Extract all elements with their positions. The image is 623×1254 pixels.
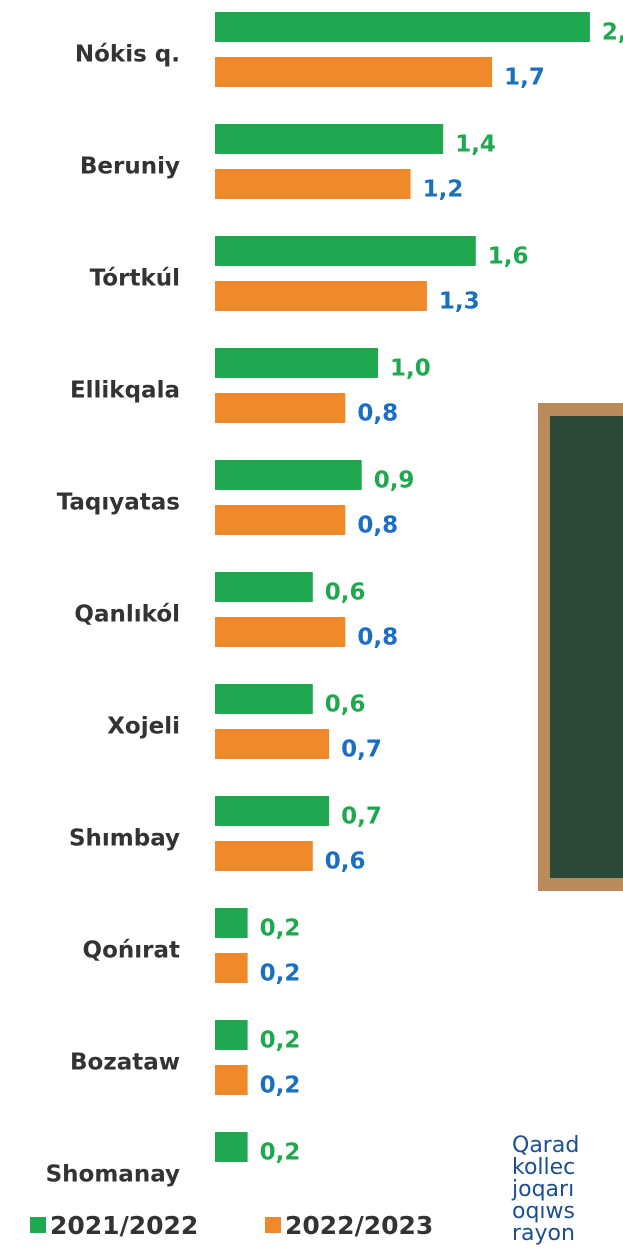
- bar: [215, 908, 248, 938]
- value-label: 1,0: [390, 356, 431, 382]
- bar: [215, 169, 411, 199]
- bar: [215, 348, 378, 378]
- bar: [215, 572, 313, 602]
- bar: [215, 460, 362, 490]
- value-label: 0,6: [325, 580, 366, 606]
- value-label: 0,2: [260, 961, 301, 987]
- value-label: 0,6: [325, 692, 366, 718]
- value-label: 0,7: [341, 804, 382, 830]
- value-label: 0,2: [260, 1140, 301, 1166]
- bar: [215, 281, 427, 311]
- bar: [215, 684, 313, 714]
- bar: [215, 57, 492, 87]
- legend-swatch: [265, 1217, 281, 1233]
- value-label: 0,2: [260, 1028, 301, 1054]
- bar: [215, 12, 590, 42]
- value-label: 1,3: [439, 289, 480, 315]
- legend-label: 2022/2023: [285, 1211, 433, 1240]
- value-label: 0,7: [341, 737, 382, 763]
- category-label: Tórtkúl: [90, 266, 180, 292]
- value-label: 0,8: [357, 625, 398, 651]
- side-text: rayon: [512, 1221, 575, 1246]
- value-label: 0,6: [325, 849, 366, 875]
- category-label: Xojeli: [107, 714, 180, 740]
- bar: [215, 1020, 248, 1050]
- value-label: 0,2: [260, 1073, 301, 1099]
- bar: [215, 841, 313, 871]
- bar: [215, 505, 345, 535]
- category-label: Qanlıkól: [74, 602, 180, 628]
- bar: [215, 236, 476, 266]
- legend-label: 2021/2022: [50, 1211, 198, 1240]
- value-label: 1,6: [488, 244, 529, 270]
- category-label: Beruniy: [80, 154, 180, 180]
- category-label: Shımbay: [69, 826, 180, 852]
- category-label: Shomanay: [46, 1162, 180, 1188]
- bar: [215, 729, 329, 759]
- chart: Nókis q. 2,3 1,7 Beruniy 1,4 1,2 Tórtkúl 1,6 1,3…: [0, 0, 623, 1254]
- category-label: Ellikqala: [70, 378, 180, 404]
- category-label: Taqıyatas: [57, 490, 180, 516]
- bar: [215, 617, 345, 647]
- value-label: 0,8: [357, 401, 398, 427]
- bar: [215, 124, 443, 154]
- value-label: 2,3: [602, 20, 623, 46]
- bar: [215, 1132, 248, 1162]
- value-label: 1,2: [423, 177, 464, 203]
- bar: [215, 796, 329, 826]
- category-label: Qońırat: [83, 938, 180, 964]
- value-label: 1,7: [504, 65, 545, 91]
- value-label: 1,4: [455, 132, 496, 158]
- chalkboard: [538, 403, 623, 891]
- category-label: Bozataw: [70, 1050, 180, 1076]
- bar: [215, 1065, 248, 1095]
- bar: [215, 393, 345, 423]
- value-label: 0,9: [374, 468, 415, 494]
- value-label: 0,8: [357, 513, 398, 539]
- legend-swatch: [30, 1217, 46, 1233]
- value-label: 0,2: [260, 916, 301, 942]
- category-label: Nókis q.: [75, 42, 180, 68]
- bar: [215, 953, 248, 983]
